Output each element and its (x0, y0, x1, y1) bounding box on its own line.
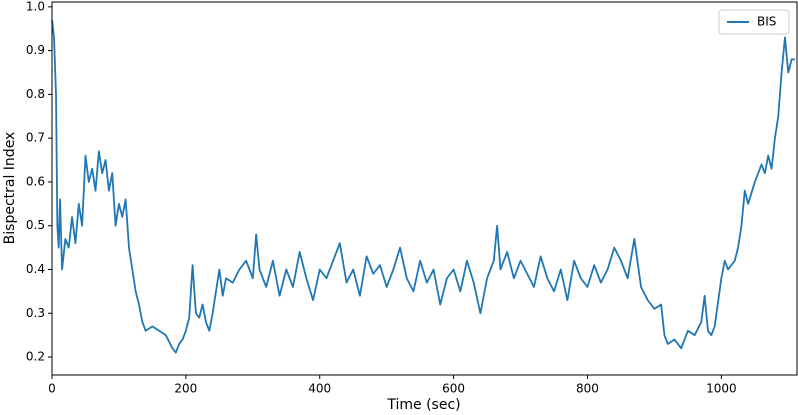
y-tick-label: 0.2 (26, 350, 45, 364)
x-axis-label: Time (sec) (386, 397, 460, 413)
y-tick-label: 0.3 (26, 306, 45, 320)
x-tick-label: 800 (576, 382, 599, 396)
plot-frame (51, 1, 798, 376)
y-tick-label: 0.6 (26, 174, 45, 188)
y-tick-label: 0.8 (26, 87, 45, 101)
y-tick-label: 1.0 (26, 0, 45, 13)
x-tick-label: 0 (48, 382, 56, 396)
x-tick-label: 400 (308, 382, 331, 396)
y-tick-label: 0.4 (26, 262, 45, 276)
x-tick-label: 1000 (706, 382, 737, 396)
y-axis-label: Bispectral Index (2, 132, 18, 245)
y-tick-label: 0.9 (26, 43, 45, 57)
x-tick-label: 200 (174, 382, 197, 396)
legend-label: BIS (757, 15, 776, 29)
legend-box (718, 9, 790, 35)
y-tick-label: 0.5 (26, 218, 45, 232)
data-line (51, 19, 795, 354)
y-tick-label: 0.7 (26, 131, 45, 145)
x-tick-label: 600 (442, 382, 465, 396)
